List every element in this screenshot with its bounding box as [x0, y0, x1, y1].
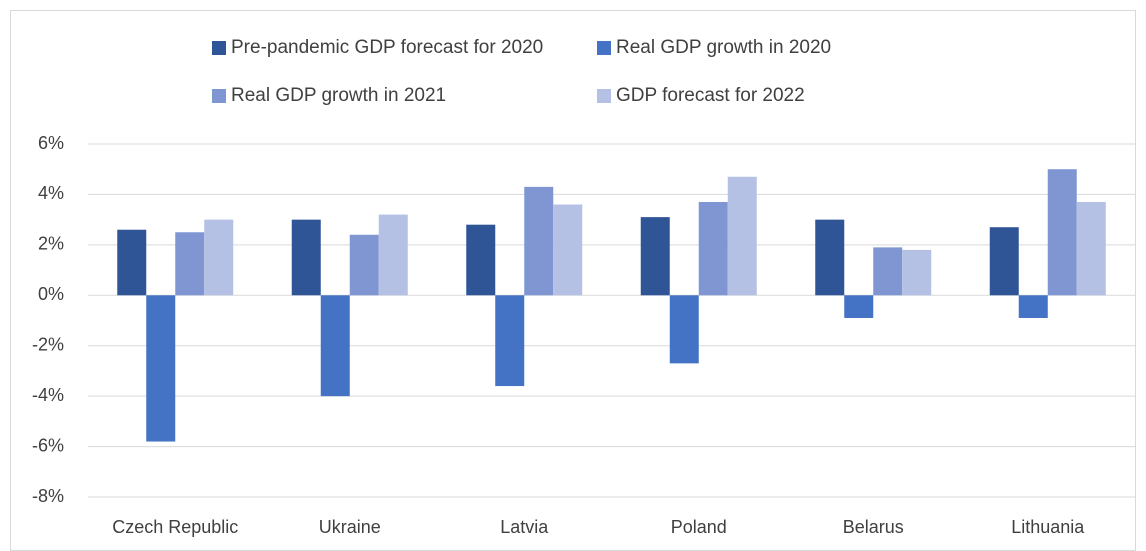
y-tick-label: 2% [38, 234, 64, 254]
y-tick-label: -4% [32, 385, 64, 405]
legend-label: Real GDP growth in 2021 [231, 85, 446, 106]
y-tick-label: 6% [38, 133, 64, 153]
legend-label: Pre-pandemic GDP forecast for 2020 [231, 37, 543, 58]
x-tick-label: Belarus [843, 517, 904, 537]
bar [1018, 295, 1048, 318]
x-tick-label: Poland [671, 517, 727, 537]
bar [146, 295, 176, 442]
bar [640, 217, 670, 296]
y-tick-label: -8% [32, 486, 64, 506]
legend-swatch [597, 41, 611, 55]
x-tick-label: Latvia [500, 517, 549, 537]
bar [727, 176, 757, 296]
bar [1047, 169, 1077, 296]
x-tick-label: Lithuania [1011, 517, 1085, 537]
bar [844, 295, 874, 318]
legend-swatch [212, 41, 226, 55]
bar [320, 295, 350, 397]
bar [117, 229, 147, 296]
y-tick-label: 4% [38, 183, 64, 203]
bar [815, 219, 845, 296]
bar [466, 224, 496, 296]
x-tick-label: Ukraine [319, 517, 381, 537]
legend-swatch [597, 89, 611, 103]
bar [495, 295, 525, 387]
y-tick-label: -6% [32, 435, 64, 455]
legend-swatch [212, 89, 226, 103]
x-tick-label: Czech Republic [112, 517, 238, 537]
legend-label: Real GDP growth in 2020 [616, 37, 831, 58]
bar [989, 227, 1019, 296]
bar [378, 214, 408, 296]
bar [902, 249, 932, 296]
bar [204, 219, 234, 296]
bar [349, 234, 379, 296]
y-tick-label: 0% [38, 284, 64, 304]
bar [175, 232, 205, 296]
bar [553, 204, 583, 296]
y-tick-label: -2% [32, 334, 64, 354]
bar [669, 295, 699, 364]
bar [524, 186, 554, 296]
legend-label: GDP forecast for 2022 [616, 85, 805, 106]
bar [873, 247, 903, 296]
bar [1076, 201, 1106, 296]
bar [291, 219, 321, 296]
bar [698, 201, 728, 296]
